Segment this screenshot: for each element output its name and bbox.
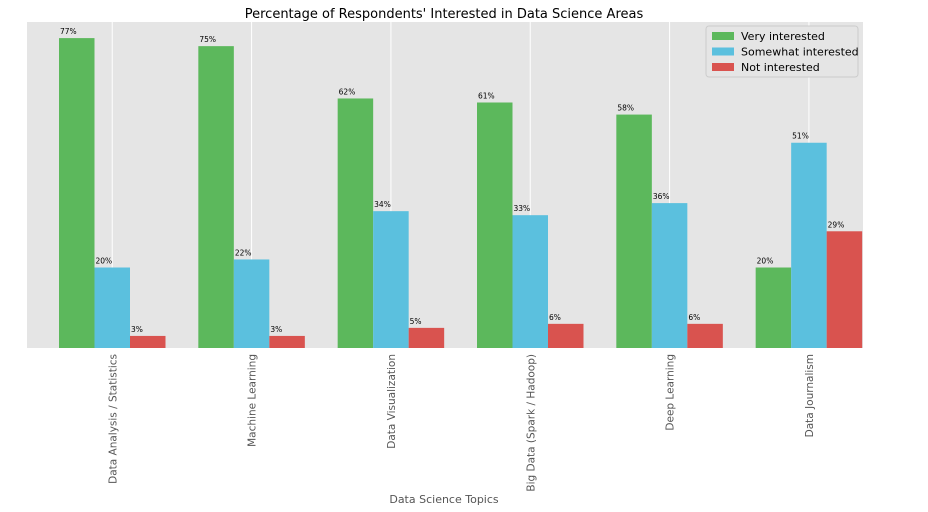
data-label: 22%: [235, 248, 252, 257]
x-axis-label: Data Science Topics: [389, 493, 499, 506]
legend-swatch: [712, 63, 734, 71]
legend-swatch: [712, 32, 734, 40]
data-label: 6%: [549, 313, 561, 322]
bar: [477, 102, 513, 348]
data-label: 62%: [339, 87, 356, 96]
x-tick-label: Data Journalism: [804, 354, 816, 437]
data-label: 51%: [792, 132, 809, 141]
bar: [233, 259, 270, 348]
bar: [755, 267, 792, 348]
data-label: 33%: [514, 204, 531, 213]
data-label: 3%: [131, 325, 143, 334]
legend-label: Very interested: [741, 30, 825, 43]
data-label: 20%: [757, 257, 774, 266]
legend-label: Not interested: [741, 61, 820, 74]
x-tick-label: Machine Learning: [247, 354, 259, 447]
bar: [651, 203, 688, 348]
bar: [512, 215, 548, 348]
data-label: 34%: [374, 200, 391, 209]
bar: [548, 323, 584, 348]
data-label: 3%: [270, 325, 282, 334]
chart-title: Percentage of Respondents' Interested in…: [245, 7, 644, 22]
bar: [269, 335, 305, 348]
data-label: 75%: [199, 35, 216, 44]
data-label: 58%: [617, 104, 634, 113]
data-label: 77%: [60, 27, 77, 36]
bar: [373, 211, 409, 348]
bars: [59, 38, 863, 349]
bar: [59, 38, 95, 349]
bar: [791, 142, 827, 348]
x-tick-label: Deep Learning: [665, 354, 677, 431]
bar: [408, 327, 445, 348]
data-label: 61%: [478, 91, 495, 100]
data-label: 20%: [96, 257, 113, 266]
x-tick-label: Data Visualization: [386, 354, 398, 449]
data-labels: 77% 20% 3% 75% 22% 3% 62% 34% 5% 61% 33% 6% 58% 36% 6%…: [60, 27, 844, 334]
data-label: 6%: [688, 313, 700, 322]
x-tick-label: Data Analysis / Statistics: [107, 354, 119, 484]
x-tick-labels: Data Analysis / Statistics Machine Learni…: [107, 354, 816, 492]
x-tick-label: Big Data (Spark / Hadoop): [525, 354, 537, 492]
bar: [687, 323, 723, 348]
legend-box: [705, 25, 859, 78]
bar: [337, 98, 374, 348]
legend-swatch: [712, 47, 734, 56]
bar: [94, 267, 130, 348]
bar: [616, 114, 652, 348]
data-label: 5%: [410, 317, 422, 326]
bar: [198, 46, 234, 349]
legend: Very interested Somewhat interested Not in…: [705, 25, 859, 78]
bar: [130, 335, 166, 348]
legend-label: Somewhat interested: [741, 46, 859, 59]
data-label: 29%: [828, 220, 845, 229]
bar: [826, 231, 863, 348]
data-label: 36%: [653, 192, 670, 201]
